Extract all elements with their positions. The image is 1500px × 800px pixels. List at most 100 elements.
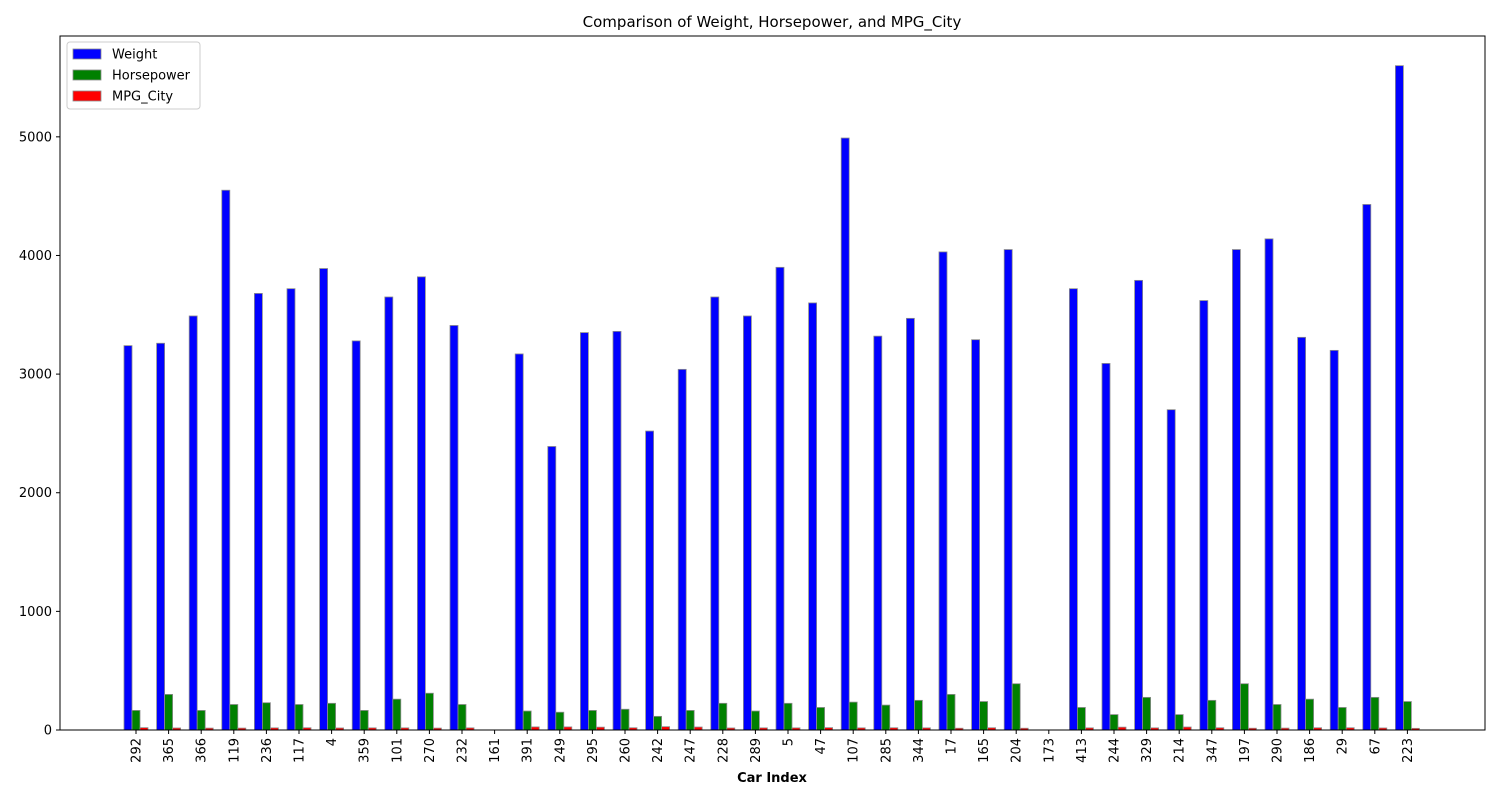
bar-horsepower-329 (1142, 696, 1151, 731)
bar-weight-247 (677, 368, 687, 731)
bar-weight-244 (1101, 363, 1111, 731)
y-axis: 0 1000 2000 3000 4000 5000 (19, 130, 60, 739)
bar-horsepower-260 (620, 708, 630, 731)
bar-horsepower-249 (555, 711, 565, 731)
bar-horsepower-413 (1077, 707, 1086, 731)
x-tick-label: 117 (293, 738, 308, 763)
x-tick-label: 161 (488, 738, 503, 763)
x-tick-label: 228 (716, 738, 731, 763)
bar-horsepower-366 (196, 710, 206, 731)
x-tick-label: 17 (945, 738, 960, 755)
x-tick-label: 391 (521, 738, 536, 763)
x-tick-label: 204 (1010, 738, 1025, 763)
bar-weight-107 (840, 137, 850, 731)
x-tick-label: 67 (1368, 738, 1383, 755)
bar-horsepower-232 (457, 704, 467, 731)
bar-horsepower-228 (718, 702, 728, 731)
bar-weight-236 (253, 293, 263, 731)
x-tick-label: 270 (423, 738, 438, 763)
chart-title: Comparison of Weight, Horsepower, and MP… (583, 13, 962, 32)
bar-weight-17 (938, 251, 948, 731)
bar-horsepower-285 (881, 704, 891, 731)
x-tick-label: 344 (912, 738, 927, 763)
x-tick-label: 249 (553, 738, 568, 763)
bar-horsepower-67 (1370, 696, 1380, 731)
x-tick-label: 359 (358, 738, 373, 763)
x-tick-label: 223 (1401, 738, 1416, 763)
bar-horsepower-236 (261, 702, 271, 731)
bar-horsepower-101 (392, 698, 402, 731)
legend-swatch-weight (72, 48, 102, 60)
x-tick-label: 329 (1140, 738, 1155, 763)
bar-horsepower-292 (131, 710, 141, 731)
axes-frame (59, 35, 1486, 731)
x-tick-label: 165 (977, 738, 992, 763)
bar-horsepower-165 (979, 701, 988, 731)
bar-weight-413 (1069, 288, 1078, 731)
bar-weight-186 (1297, 336, 1306, 731)
bar-weight-270 (416, 276, 426, 731)
y-tick-label: 5000 (19, 130, 52, 145)
x-tick-label: 247 (684, 738, 699, 763)
bar-horsepower-289 (751, 710, 760, 731)
bar-weight-359 (351, 340, 361, 731)
bar-horsepower-197 (1240, 683, 1249, 731)
bar-horsepower-270 (424, 692, 434, 731)
x-tick-label: 186 (1303, 738, 1318, 763)
x-tick-label: 101 (390, 738, 405, 763)
x-tick-label: 290 (1271, 738, 1286, 763)
bar-horsepower-295 (588, 710, 597, 731)
x-tick-label: 197 (1238, 738, 1253, 763)
bar-horsepower-204 (1011, 683, 1021, 731)
y-tick-label: 1000 (19, 605, 52, 620)
x-tick-label: 413 (1075, 738, 1090, 763)
bar-horsepower-290 (1272, 704, 1282, 731)
x-tick-label: 365 (162, 738, 177, 763)
x-tick-label: 119 (227, 738, 242, 763)
bar-weight-285 (873, 335, 883, 731)
x-tick-label: 29 (1336, 738, 1351, 755)
x-tick-label: 295 (586, 738, 601, 763)
x-tick-label: 173 (1042, 738, 1057, 763)
bar-horsepower-244 (1109, 714, 1119, 731)
bar-horsepower-107 (848, 701, 858, 731)
bar-weight-295 (580, 332, 589, 731)
bar-horsepower-344 (914, 699, 923, 731)
x-axis: 292 365 366 119 236 117 4 359 101 270 232 161 391 249… (130, 730, 1416, 763)
x-tick-label: 214 (1173, 738, 1188, 763)
bar-horsepower-4 (327, 702, 337, 731)
x-tick-label: 260 (619, 738, 634, 763)
bar-weight-5 (775, 266, 785, 731)
bar-weight-366 (188, 315, 198, 731)
x-tick-label: 232 (456, 738, 471, 763)
legend-swatch-horsepower (72, 69, 102, 81)
bar-weight-204 (1003, 249, 1013, 731)
x-tick-label: 244 (1108, 738, 1123, 763)
legend-label-horsepower: Horsepower (112, 69, 191, 84)
legend-label-weight: Weight (112, 48, 157, 63)
bar-weight-292 (123, 345, 133, 731)
legend-swatch-mpg-city (72, 90, 102, 102)
bar-weight-47 (808, 302, 817, 731)
legend-label-mpg-city: MPG_City (112, 90, 173, 105)
x-tick-label: 347 (1205, 738, 1220, 763)
bar-weight-101 (384, 296, 394, 731)
bar-horsepower-117 (294, 704, 304, 731)
bar-weight-67 (1362, 204, 1372, 731)
bar-weight-29 (1329, 349, 1339, 731)
bar-weight-117 (286, 288, 296, 731)
bar-horsepower-214 (1174, 714, 1184, 731)
bar-weight-228 (710, 296, 720, 731)
bar-horsepower-29 (1337, 707, 1347, 731)
bar-weight-214 (1166, 409, 1176, 731)
bar-weight-289 (743, 315, 752, 731)
bar-weight-290 (1264, 238, 1274, 731)
bar-weight-249 (547, 446, 557, 731)
bar-weight-4 (319, 268, 329, 731)
bar-weight-391 (514, 353, 524, 731)
x-axis-label: Car Index (737, 771, 807, 786)
bar-weight-242 (645, 430, 654, 731)
x-tick-label: 289 (749, 738, 764, 763)
bar-horsepower-391 (522, 710, 532, 731)
